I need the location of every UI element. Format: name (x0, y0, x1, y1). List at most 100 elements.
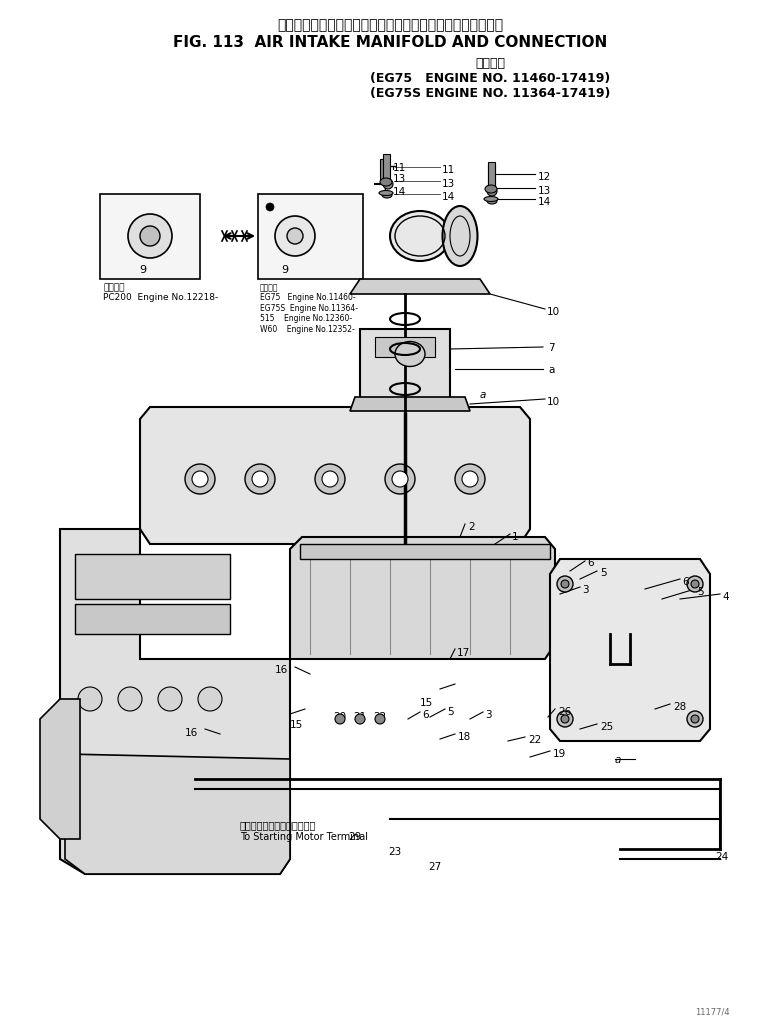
Circle shape (462, 472, 478, 487)
Text: 16: 16 (275, 664, 288, 675)
Bar (75, 604, 230, 635)
Text: a: a (480, 389, 487, 399)
Bar (75, 554, 230, 599)
Text: 2: 2 (468, 522, 475, 532)
Text: 12: 12 (538, 172, 551, 181)
Circle shape (140, 227, 160, 247)
Text: 5: 5 (600, 568, 607, 578)
Text: 27: 27 (428, 861, 441, 871)
Text: 適用号機
EG75   Engine No.11460-
EG75S  Engine No.11364-
515    Engine No.12360-
W60: 適用号機 EG75 Engine No.11460- EG75S Engine … (260, 282, 358, 333)
Text: 17: 17 (457, 647, 470, 657)
Text: a: a (615, 754, 622, 764)
Circle shape (245, 465, 275, 494)
Polygon shape (65, 754, 290, 874)
Circle shape (385, 465, 415, 494)
Text: 5: 5 (447, 706, 454, 716)
Text: 6: 6 (422, 709, 429, 719)
Text: 6: 6 (587, 557, 594, 568)
Circle shape (192, 472, 208, 487)
Circle shape (691, 715, 699, 723)
Text: スターティングモータ端子へ
To Starting Motor Terminal: スターティングモータ端子へ To Starting Motor Terminal (240, 819, 368, 841)
Circle shape (691, 581, 699, 588)
Ellipse shape (485, 185, 497, 194)
Circle shape (158, 688, 182, 711)
Circle shape (198, 688, 222, 711)
Text: 25: 25 (600, 721, 613, 732)
Text: 19: 19 (553, 748, 566, 758)
Bar (100, 195, 200, 280)
Circle shape (78, 688, 102, 711)
Text: 9: 9 (140, 265, 147, 275)
Text: 14: 14 (538, 197, 551, 207)
Circle shape (561, 715, 569, 723)
Circle shape (287, 229, 303, 245)
Text: 22: 22 (373, 711, 387, 721)
Circle shape (561, 581, 569, 588)
Text: 23: 23 (388, 846, 401, 856)
Text: 15: 15 (420, 697, 433, 707)
Bar (488, 165, 495, 186)
Circle shape (266, 204, 274, 212)
Circle shape (355, 714, 365, 725)
Bar (380, 160, 388, 179)
Text: 18: 18 (458, 732, 471, 741)
Text: 1: 1 (512, 532, 519, 541)
Circle shape (487, 186, 497, 197)
Circle shape (322, 472, 338, 487)
Polygon shape (350, 280, 490, 294)
Text: 16: 16 (185, 728, 198, 738)
Text: 15: 15 (290, 719, 303, 730)
Ellipse shape (395, 342, 425, 367)
Polygon shape (140, 408, 530, 544)
Text: (EG75S ENGINE NO. 11364-17419): (EG75S ENGINE NO. 11364-17419) (370, 87, 610, 100)
Polygon shape (290, 537, 555, 659)
Text: 7: 7 (548, 342, 555, 353)
Text: 20: 20 (333, 711, 347, 721)
Circle shape (118, 688, 142, 711)
Circle shape (375, 714, 385, 725)
Text: 22: 22 (528, 735, 541, 744)
Circle shape (335, 714, 345, 725)
Text: 適用号機
PC200  Engine No.12218-: 適用号機 PC200 Engine No.12218- (103, 282, 218, 302)
Circle shape (687, 711, 703, 728)
Circle shape (315, 465, 345, 494)
Circle shape (455, 465, 485, 494)
Circle shape (128, 215, 172, 259)
Text: 11: 11 (442, 165, 455, 175)
Text: 適用号機: 適用号機 (475, 57, 505, 70)
Text: 3: 3 (582, 585, 589, 594)
Text: 9: 9 (281, 265, 288, 275)
Text: 13: 13 (393, 174, 406, 183)
Text: 11177/4: 11177/4 (695, 1007, 730, 1016)
Circle shape (252, 472, 268, 487)
Text: 13: 13 (442, 178, 455, 189)
Circle shape (687, 577, 703, 592)
Text: 5: 5 (697, 586, 704, 596)
Polygon shape (550, 559, 710, 741)
Text: 3: 3 (485, 709, 491, 719)
Text: 26: 26 (558, 706, 571, 716)
Polygon shape (60, 530, 290, 874)
Circle shape (557, 711, 573, 728)
Bar (383, 155, 390, 179)
Bar (488, 163, 495, 187)
Text: 10: 10 (547, 307, 560, 317)
Text: 24: 24 (715, 851, 728, 861)
Text: 4: 4 (722, 591, 729, 601)
Circle shape (557, 577, 573, 592)
Text: エアー　インテーク　マニホールド　および　コネクション: エアー インテーク マニホールド および コネクション (277, 18, 503, 32)
Polygon shape (40, 699, 80, 840)
Ellipse shape (390, 212, 450, 262)
Ellipse shape (484, 198, 498, 203)
Circle shape (392, 472, 408, 487)
Ellipse shape (380, 178, 392, 186)
Ellipse shape (443, 207, 477, 267)
Bar (258, 195, 363, 280)
Text: 11: 11 (393, 163, 406, 173)
Text: 6: 6 (682, 577, 689, 586)
Bar (360, 330, 450, 399)
Polygon shape (350, 397, 470, 412)
Text: 13: 13 (538, 185, 551, 196)
Text: FIG. 113  AIR INTAKE MANIFOLD AND CONNECTION: FIG. 113 AIR INTAKE MANIFOLD AND CONNECT… (173, 35, 607, 50)
Circle shape (185, 465, 215, 494)
